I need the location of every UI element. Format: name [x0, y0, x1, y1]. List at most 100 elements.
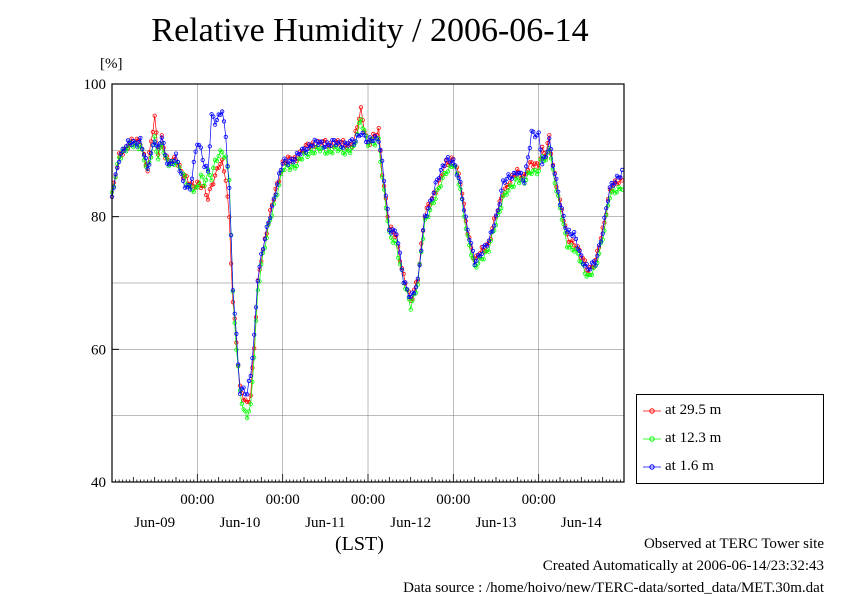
series-point-2: [134, 144, 139, 149]
series-point-2: [330, 138, 335, 143]
x-day-label: Jun-11: [305, 515, 345, 531]
series-point-1: [220, 150, 225, 155]
series-point-2: [143, 155, 148, 161]
series-point-2: [323, 144, 328, 149]
series-point-2: [188, 187, 193, 192]
series-point-2: [426, 206, 431, 211]
series-point-2: [548, 147, 554, 152]
series-point-1: [323, 151, 328, 156]
series-point-2: [527, 145, 532, 151]
series-layer: [109, 105, 625, 421]
series-point-0: [522, 172, 527, 177]
series-point-1: [511, 184, 516, 189]
series-point-0: [156, 152, 161, 157]
series-point-2: [579, 253, 584, 258]
series-point-2: [506, 172, 511, 177]
series-point-2: [596, 243, 602, 248]
series-point-2: [545, 149, 550, 154]
series-point-0: [566, 239, 572, 244]
series-point-2: [611, 183, 616, 188]
series-point-2: [207, 144, 212, 149]
series-point-2: [122, 148, 127, 153]
series-point-0: [252, 346, 257, 351]
series-point-2: [237, 391, 243, 396]
series-point-2: [221, 119, 227, 124]
series-point-1: [525, 170, 531, 175]
series-point-2: [385, 206, 390, 211]
series-point-2: [250, 355, 255, 361]
series-line-2: [111, 110, 623, 395]
series-point-0: [250, 365, 255, 370]
series-point-2: [262, 237, 267, 242]
series-point-2: [351, 142, 356, 147]
series-point-2: [374, 136, 379, 141]
series-point-2: [563, 225, 568, 230]
series-point-1: [458, 187, 463, 192]
series-point-2: [486, 238, 491, 243]
series-point-2: [115, 166, 120, 171]
series-point-2: [541, 155, 547, 160]
series-point-0: [264, 231, 269, 236]
footer-source: Data source : /home/hoivo/new/TERC-data/…: [403, 580, 824, 596]
series-point-2: [424, 214, 429, 219]
series-point-2: [337, 139, 342, 144]
series-point-2: [408, 294, 413, 299]
series-point-1: [294, 163, 299, 169]
series-point-0: [531, 164, 536, 169]
series-point-2: [136, 139, 141, 145]
series-point-1: [552, 181, 557, 186]
series-point-1: [408, 307, 413, 312]
series-point-0: [525, 168, 531, 173]
series-point-2: [570, 233, 575, 238]
series-point-2: [559, 206, 564, 211]
x-axis: 00:00 00:00 00:00 00:00 00:00 Jun-09 Jun-10 Jun…: [115, 474, 621, 531]
series-point-2: [253, 305, 259, 310]
series-point-2: [275, 182, 280, 187]
series-point-0: [200, 184, 205, 189]
series-point-2: [556, 189, 561, 194]
series-point-1: [486, 249, 491, 254]
series-point-2: [113, 172, 118, 177]
series-point-1: [420, 236, 426, 241]
series-point-2: [536, 130, 541, 135]
series-point-0: [248, 393, 253, 398]
series-point-0: [205, 197, 211, 202]
series-point-2: [490, 229, 495, 234]
series-point-0: [388, 224, 394, 229]
series-point-0: [154, 130, 159, 135]
series-point-2: [598, 239, 604, 244]
series-point-1: [618, 186, 623, 192]
series-point-2: [140, 146, 145, 151]
series-point-2: [422, 213, 427, 218]
series-point-2: [186, 182, 191, 188]
series-point-2: [353, 139, 358, 144]
series-point-2: [232, 311, 237, 316]
series-point-2: [278, 167, 283, 173]
series-point-2: [229, 233, 234, 238]
series-point-2: [461, 208, 467, 213]
series-point-2: [538, 147, 543, 152]
series-point-1: [538, 157, 543, 162]
series-point-2: [227, 185, 232, 190]
series-point-1: [499, 206, 504, 211]
series-point-2: [300, 146, 305, 151]
series-point-2: [236, 362, 241, 367]
series-point-0: [268, 208, 273, 213]
series-point-2: [540, 162, 545, 167]
series-point-1: [506, 188, 511, 193]
series-point-1: [223, 154, 228, 159]
series-point-0: [358, 105, 363, 110]
series-point-1: [154, 149, 159, 154]
series-point-2: [518, 170, 524, 175]
series-point-2: [616, 175, 621, 180]
series-point-2: [346, 143, 351, 148]
x-day-label: Jun-13: [476, 515, 517, 531]
series-point-2: [280, 161, 285, 166]
series-point-1: [381, 187, 387, 192]
series-point-2: [372, 133, 378, 138]
series-point-2: [195, 142, 200, 147]
series-point-2: [181, 178, 186, 183]
series-point-0: [211, 182, 216, 187]
series-point-2: [118, 151, 124, 157]
series-point-1: [531, 168, 536, 173]
